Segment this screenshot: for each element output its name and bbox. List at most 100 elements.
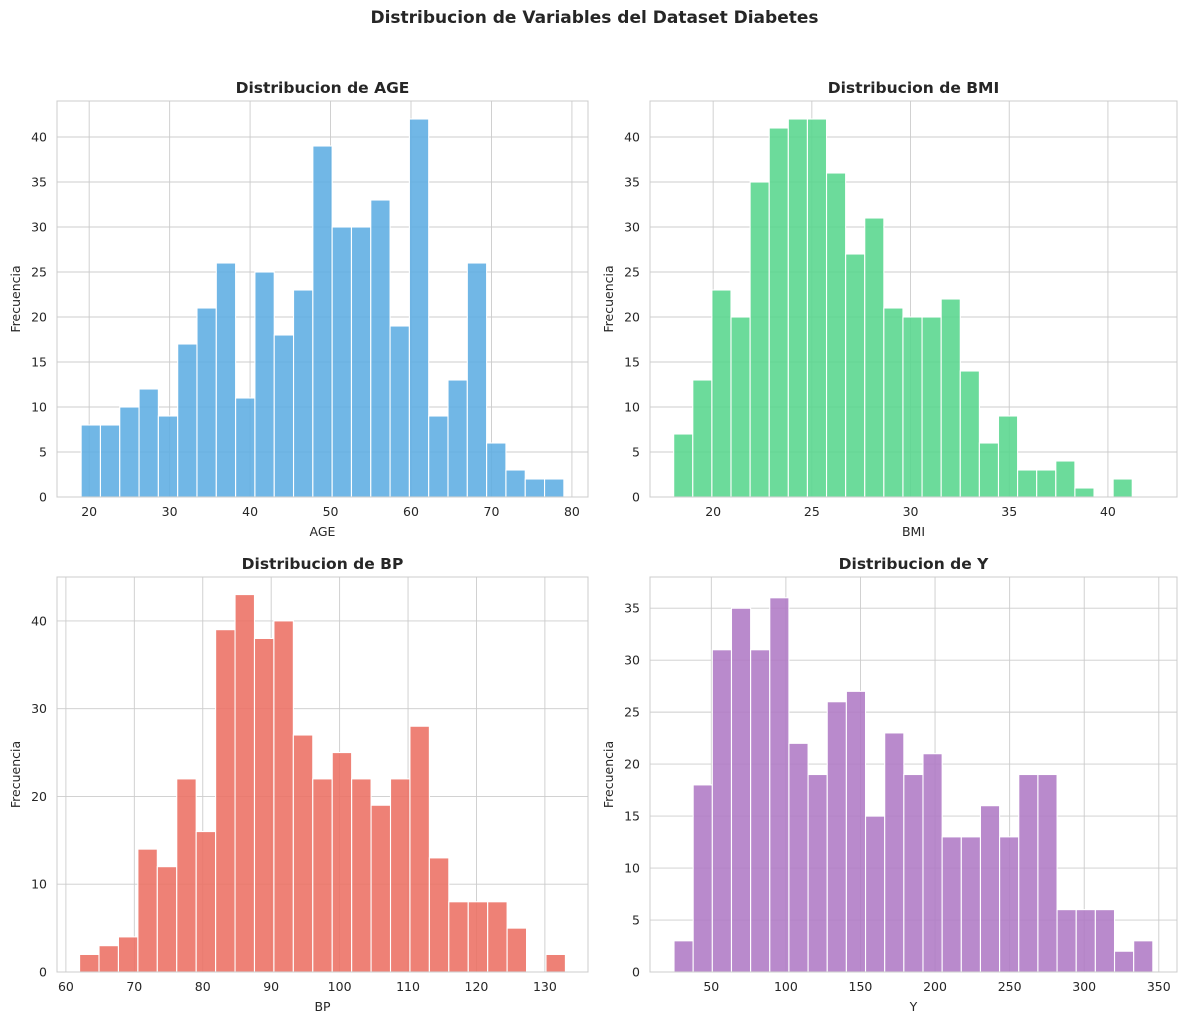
y-tick-label: 10 — [31, 877, 47, 892]
histogram-bar — [769, 597, 790, 973]
histogram-bar — [845, 253, 866, 498]
histogram-bar — [1037, 773, 1058, 973]
histogram-bar — [1074, 487, 1095, 498]
y-tick-label: 15 — [624, 809, 640, 824]
histogram-bar — [98, 945, 119, 973]
x-tick-label: 50 — [323, 504, 339, 519]
histogram-bar — [921, 316, 942, 498]
histogram-bar — [428, 415, 449, 498]
y-tick-label: 5 — [632, 445, 640, 460]
histogram-bar — [749, 181, 770, 498]
y-tick-label: 20 — [624, 757, 640, 772]
histogram-bar — [884, 732, 905, 973]
histogram-bar — [195, 831, 217, 973]
x-tick-label: 60 — [58, 979, 74, 994]
histogram-bar — [487, 901, 508, 973]
histogram-bar — [826, 701, 847, 973]
histogram-bar — [1056, 909, 1077, 973]
x-tick-label: 60 — [403, 504, 419, 519]
x-tick-label: 80 — [195, 979, 211, 994]
histogram-bar — [370, 804, 392, 973]
axes-frame — [649, 576, 1178, 973]
histogram-bar — [331, 752, 353, 973]
histogram-bar — [312, 145, 333, 498]
y-tick-label: 30 — [31, 220, 47, 235]
histogram-bar — [408, 118, 430, 498]
histogram-bar — [845, 690, 867, 973]
x-tick-label: 300 — [1072, 979, 1096, 994]
histogram-bar — [486, 442, 507, 498]
subplot-title: Distribucion de BMI — [828, 79, 1000, 97]
y-tick-label: 10 — [31, 400, 47, 415]
y-tick-label: 15 — [31, 355, 47, 370]
y-tick-label: 0 — [39, 490, 47, 505]
histogram-bar — [117, 936, 139, 973]
figure-suptitle: Distribucion de Variables del Dataset Di… — [370, 8, 819, 28]
axes-frame — [56, 576, 589, 973]
histogram-bar — [99, 424, 121, 498]
subplot-title: Distribucion de BP — [242, 555, 404, 573]
x-tick-label: 70 — [484, 504, 500, 519]
histogram-bar — [711, 289, 732, 498]
histogram-bar — [79, 953, 100, 973]
histogram-bar — [428, 857, 450, 973]
histogram-bar — [273, 620, 294, 973]
histogram-bar — [137, 848, 158, 973]
x-axis-label: BMI — [902, 524, 925, 539]
y-tick-label: 0 — [39, 965, 47, 980]
y-tick-label: 20 — [624, 310, 640, 325]
x-axis-label: BP — [314, 999, 331, 1014]
histogram-panel-2: 20 25 30 35 40 0 5 10 15 20 25 30 35 40 Distribucion d… — [601, 79, 1178, 539]
histogram-bar — [999, 836, 1020, 973]
histogram-bar — [157, 415, 179, 498]
x-tick-label: 120 — [465, 979, 489, 994]
histogram-bar — [1112, 478, 1133, 498]
subplot-title: Distribucion de Y — [839, 555, 989, 573]
histogram-bar — [1055, 460, 1076, 498]
histogram-panel-3: 60 70 80 90 100 110 120 130 0 10 20 30 40 Distribucio… — [8, 555, 589, 1014]
histogram-bar — [524, 478, 546, 498]
axes-frame — [56, 100, 589, 498]
x-tick-label: 130 — [533, 979, 557, 994]
x-tick-label: 30 — [903, 504, 919, 519]
histogram-bar — [254, 271, 275, 498]
y-axis-label: Frecuencia — [8, 741, 23, 808]
y-tick-label: 30 — [31, 701, 47, 716]
x-tick-label: 50 — [703, 979, 719, 994]
y-tick-label: 0 — [632, 490, 640, 505]
histogram-bar — [750, 649, 771, 973]
histogram-bar — [959, 370, 980, 498]
y-tick-label: 5 — [632, 913, 640, 928]
x-tick-label: 90 — [263, 979, 279, 994]
histogram-bar — [467, 901, 489, 973]
x-tick-label: 30 — [162, 504, 178, 519]
histogram-bar — [941, 836, 962, 973]
y-tick-label: 25 — [624, 705, 640, 720]
subplot-title: Distribucion de AGE — [236, 79, 410, 97]
y-axis-label: Frecuencia — [601, 741, 616, 808]
histogram-bar — [903, 773, 924, 973]
y-tick-label: 20 — [31, 310, 47, 325]
histogram-bar — [351, 778, 372, 973]
y-tick-label: 35 — [624, 175, 640, 190]
y-tick-label: 0 — [632, 965, 640, 980]
histogram-bar — [940, 298, 961, 498]
x-tick-label: 200 — [923, 979, 947, 994]
histogram-bar — [864, 217, 885, 498]
x-tick-label: 350 — [1147, 979, 1171, 994]
histogram-bar — [788, 742, 809, 973]
x-tick-label: 70 — [126, 979, 142, 994]
y-tick-label: 15 — [624, 355, 640, 370]
histogram-bar — [1133, 940, 1154, 973]
histogram-bar — [370, 199, 391, 498]
histogram-bar — [177, 343, 198, 498]
histogram-bar — [389, 778, 411, 973]
histogram-bar — [138, 388, 159, 498]
histogram-bar — [807, 773, 828, 973]
histogram-bar — [196, 307, 217, 498]
x-tick-label: 100 — [774, 979, 798, 994]
histogram-bar — [883, 307, 904, 498]
histogram-bar — [215, 262, 237, 498]
histogram-bar — [176, 778, 197, 973]
